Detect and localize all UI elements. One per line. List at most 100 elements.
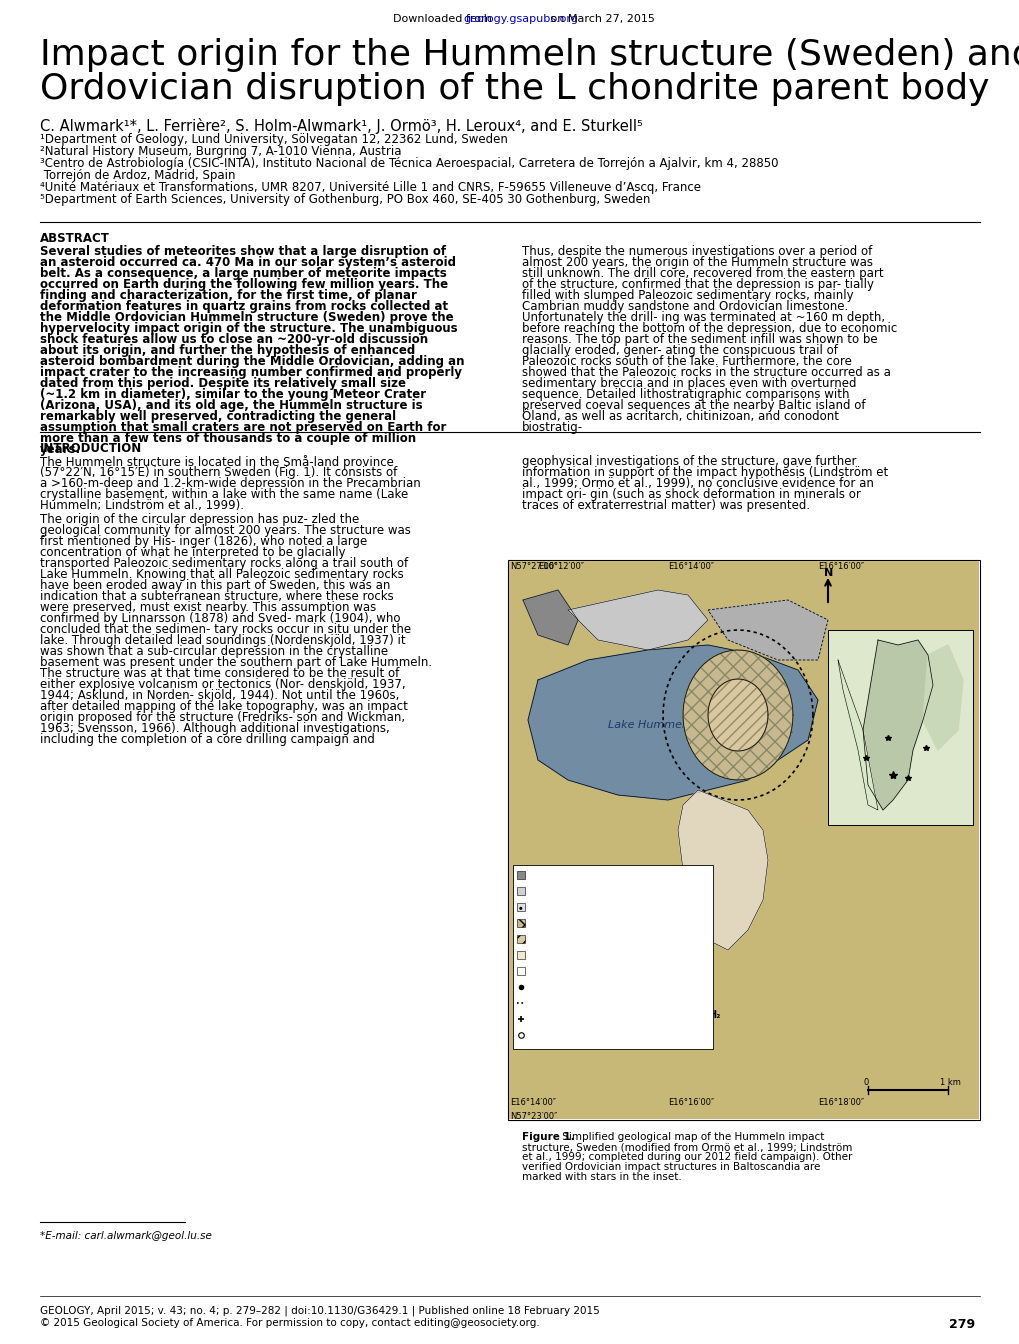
- Text: almost 200 years, the origin of the Hummeln structure was: almost 200 years, the origin of the Humm…: [522, 255, 872, 269]
- Text: Brecciated mudstone: Brecciated mudstone: [528, 919, 624, 927]
- Polygon shape: [862, 640, 932, 810]
- Text: verified Ordovician impact structures in Baltoscandia are: verified Ordovician impact structures in…: [522, 1163, 819, 1172]
- Text: Paleozoic rocks south of the lake. Furthermore, the core: Paleozoic rocks south of the lake. Furth…: [522, 355, 851, 368]
- Text: after detailed mapping of the lake topography, was an impact: after detailed mapping of the lake topog…: [40, 700, 408, 714]
- Text: showed that the Paleozoic rocks in the structure occurred as a: showed that the Paleozoic rocks in the s…: [522, 366, 890, 379]
- Text: information in support of the impact hypothesis (Lindström et: information in support of the impact hyp…: [522, 466, 888, 478]
- Text: (57°22′N, 16°15′E) in southern Sweden (Fig. 1). It consists of: (57°22′N, 16°15′E) in southern Sweden (F…: [40, 466, 396, 478]
- Text: et al., 1999; completed during our 2012 field campaign). Other: et al., 1999; completed during our 2012 …: [522, 1152, 852, 1163]
- Text: E16°16′00″: E16°16′00″: [667, 1098, 713, 1107]
- Text: before reaching the bottom of the depression, due to economic: before reaching the bottom of the depres…: [522, 323, 897, 335]
- Text: N: N: [823, 569, 833, 578]
- Text: Core drilling: Core drilling: [528, 1015, 583, 1024]
- Text: (Arizona, USA), and its old age, the Hummeln structure is: (Arizona, USA), and its old age, the Hum…: [40, 399, 422, 413]
- Text: finding and characterization, for the first time, of planar: finding and characterization, for the fi…: [40, 289, 417, 302]
- Text: traces of extraterrestrial matter) was presented.: traces of extraterrestrial matter) was p…: [522, 499, 809, 512]
- Text: structure, Sweden (modified from Ormö et al., 1999; Lindström: structure, Sweden (modified from Ormö et…: [522, 1142, 852, 1152]
- Text: impact crater to the increasing number confirmed and properly: impact crater to the increasing number c…: [40, 366, 462, 379]
- Text: al., 1999; Ormö et al., 1999), no conclusive evidence for an: al., 1999; Ormö et al., 1999), no conclu…: [522, 477, 873, 491]
- Text: The structure was at that time considered to be the result of: The structure was at that time considere…: [40, 667, 398, 680]
- Text: Granitic rock (coarse-grained): Granitic rock (coarse-grained): [528, 887, 663, 896]
- Text: H₂: H₂: [707, 1009, 719, 1020]
- Text: shock features allow us to close an ~200-yr-old discussion: shock features allow us to close an ~200…: [40, 333, 428, 345]
- Text: lake. Through detailed lead soundings (Nordenskjöld, 1937) it: lake. Through detailed lead soundings (N…: [40, 634, 406, 646]
- Text: E16°14′00″: E16°14′00″: [667, 562, 713, 571]
- Text: Granitic rock (fine-grained): Granitic rock (fine-grained): [528, 903, 650, 913]
- Text: The origin of the circular depression has puz- zled the: The origin of the circular depression ha…: [40, 513, 359, 526]
- Text: ⁵Department of Earth Sciences, University of Gothenburg, PO Box 460, SE-405 30 G: ⁵Department of Earth Sciences, Universit…: [40, 194, 650, 206]
- Text: Öland: Öland: [905, 796, 921, 800]
- Text: an asteroid occurred ca. 470 Ma in our solar system’s asteroid: an asteroid occurred ca. 470 Ma in our s…: [40, 255, 455, 269]
- Text: transported Paleozoic sedimentary rocks along a trail south of: transported Paleozoic sedimentary rocks …: [40, 556, 408, 570]
- Text: 1944; Asklund, in Norden- skjöld, 1944). Not until the 1960s,: 1944; Asklund, in Norden- skjöld, 1944).…: [40, 689, 399, 702]
- Text: GEOLOGY, April 2015; v. 43; no. 4; p. 279–282 | doi:10.1130/G36429.1 | Published: GEOLOGY, April 2015; v. 43; no. 4; p. 27…: [40, 1306, 599, 1317]
- Text: Mudstone: Mudstone: [528, 935, 572, 943]
- Text: Figure 1.: Figure 1.: [522, 1132, 574, 1142]
- Text: 1963; Svensson, 1966). Although additional investigations,: 1963; Svensson, 1966). Although addition…: [40, 722, 389, 735]
- Text: have been eroded away in this part of Sweden, this was an: have been eroded away in this part of Sw…: [40, 579, 390, 591]
- Text: biostratig-: biostratig-: [522, 421, 583, 434]
- Text: Outcrop of brecciated basement: Outcrop of brecciated basement: [528, 982, 675, 992]
- Text: Limit of basement depression: Limit of basement depression: [528, 999, 662, 1008]
- Text: a >160-m-deep and 1.2-km-wide depression in the Precambrian: a >160-m-deep and 1.2-km-wide depression…: [40, 477, 421, 491]
- Text: marked with stars in the inset.: marked with stars in the inset.: [522, 1172, 681, 1181]
- Text: ⁴Unité Matériaux et Transformations, UMR 8207, Université Lille 1 and CNRS, F-59: ⁴Unité Matériaux et Transformations, UMR…: [40, 181, 700, 194]
- Polygon shape: [568, 590, 707, 650]
- Text: asteroid bombardment during the Middle Ordovician, adding an: asteroid bombardment during the Middle O…: [40, 355, 464, 368]
- Text: N57°27′00″: N57°27′00″: [510, 562, 556, 571]
- Bar: [517, 966, 525, 974]
- Text: filled with slumped Paleozoic sedimentary rocks, mainly: filled with slumped Paleozoic sedimentar…: [522, 289, 853, 302]
- Text: Impact origin for the Hummeln structure (Sweden) and its link to the: Impact origin for the Hummeln structure …: [40, 38, 1019, 73]
- Text: sequence. Detailed lithostratigraphic comparisons with: sequence. Detailed lithostratigraphic co…: [522, 388, 849, 401]
- Text: Hummeln; Lindström et al., 1999).: Hummeln; Lindström et al., 1999).: [40, 499, 244, 512]
- Polygon shape: [922, 645, 962, 750]
- Text: Öland, as well as acritarch, chitinizoan, and conodont: Öland, as well as acritarch, chitinizoan…: [522, 410, 839, 423]
- Text: H1: H1: [777, 724, 792, 735]
- Text: Lake Hummeln. Knowing that all Paleozoic sedimentary rocks: Lake Hummeln. Knowing that all Paleozoic…: [40, 569, 404, 581]
- Text: were preserved, must exist nearby. This assumption was: were preserved, must exist nearby. This …: [40, 601, 376, 614]
- Text: E16°18′00″: E16°18′00″: [817, 1098, 863, 1107]
- Text: E16°16′00″: E16°16′00″: [817, 562, 863, 571]
- Text: Thus, despite the numerous investigations over a period of: Thus, despite the numerous investigation…: [522, 245, 871, 258]
- Text: the Middle Ordovician Hummeln structure (Sweden) prove the: the Middle Ordovician Hummeln structure …: [40, 310, 453, 324]
- Text: was shown that a sub-circular depression in the crystalline: was shown that a sub-circular depression…: [40, 645, 388, 659]
- Bar: [517, 871, 525, 879]
- Text: deformation features in quartz grains from rocks collected at: deformation features in quartz grains fr…: [40, 300, 447, 313]
- Bar: [513, 866, 712, 1050]
- Bar: [517, 887, 525, 895]
- Text: geological community for almost 200 years. The structure was: geological community for almost 200 year…: [40, 524, 411, 538]
- Text: ²Natural History Museum, Burgring 7, A-1010 Vienna, Austria: ²Natural History Museum, Burgring 7, A-1…: [40, 145, 401, 159]
- Text: Trail of Paleozoic glacial erratics: Trail of Paleozoic glacial erratics: [528, 966, 673, 976]
- Polygon shape: [707, 599, 827, 660]
- Bar: [517, 919, 525, 927]
- Text: NORWAY: NORWAY: [836, 660, 866, 665]
- Text: Several studies of meteorites show that a large disruption of: Several studies of meteorites show that …: [40, 245, 445, 258]
- Text: Sample localities: Sample localities: [528, 1031, 604, 1040]
- Text: on March 27, 2015: on March 27, 2015: [547, 13, 654, 24]
- Text: Tvären: Tvären: [867, 755, 887, 759]
- Text: The Hummeln structure is located in the Små-land province: The Hummeln structure is located in the …: [40, 456, 393, 469]
- Text: *E-mail: carl.alwmark@geol.lu.se: *E-mail: carl.alwmark@geol.lu.se: [40, 1231, 212, 1241]
- Text: Ordovician disruption of the L chondrite parent body: Ordovician disruption of the L chondrite…: [40, 73, 988, 106]
- Text: hypervelocity impact origin of the structure. The unambiguous: hypervelocity impact origin of the struc…: [40, 323, 458, 335]
- Text: belt. As a consequence, a large number of meteorite impacts: belt. As a consequence, a large number o…: [40, 267, 446, 280]
- Text: STOCKHOLM: STOCKHOLM: [877, 710, 911, 715]
- Polygon shape: [707, 679, 767, 751]
- Text: more than a few tens of thousands to a couple of million: more than a few tens of thousands to a c…: [40, 431, 416, 445]
- Text: C. Alwmark¹*, L. Ferrière², S. Holm-Alwmark¹, J. Ormö³, H. Leroux⁴, and E. Sturk: C. Alwmark¹*, L. Ferrière², S. Holm-Alwm…: [40, 118, 642, 134]
- Text: of the structure, confirmed that the depression is par- tially: of the structure, confirmed that the dep…: [522, 278, 873, 292]
- Text: Torrejón de Ardoz, Madrid, Spain: Torrejón de Ardoz, Madrid, Spain: [40, 169, 235, 181]
- Polygon shape: [523, 590, 578, 645]
- Bar: [517, 903, 525, 911]
- Text: ABSTRACT: ABSTRACT: [40, 233, 110, 245]
- Text: ³Centro de Astrobiología (CSIC-INTA), Instituto Nacional de Técnica Aeroespacial: ³Centro de Astrobiología (CSIC-INTA), In…: [40, 157, 777, 169]
- Polygon shape: [838, 660, 877, 810]
- Bar: [827, 630, 972, 825]
- Text: E16°14′00″: E16°14′00″: [510, 1098, 555, 1107]
- Text: Map location: Map location: [895, 782, 930, 788]
- Text: © 2015 Geological Society of America. For permission to copy, contact editing@ge: © 2015 Geological Society of America. Fo…: [40, 1318, 539, 1328]
- Text: Diorite: Diorite: [528, 871, 558, 880]
- Text: Lake Hummeln: Lake Hummeln: [607, 720, 692, 730]
- Text: occurred on Earth during the following few million years. The: occurred on Earth during the following f…: [40, 278, 447, 292]
- Text: (~1.2 km in diameter), similar to the young Meteor Crater: (~1.2 km in diameter), similar to the yo…: [40, 388, 426, 401]
